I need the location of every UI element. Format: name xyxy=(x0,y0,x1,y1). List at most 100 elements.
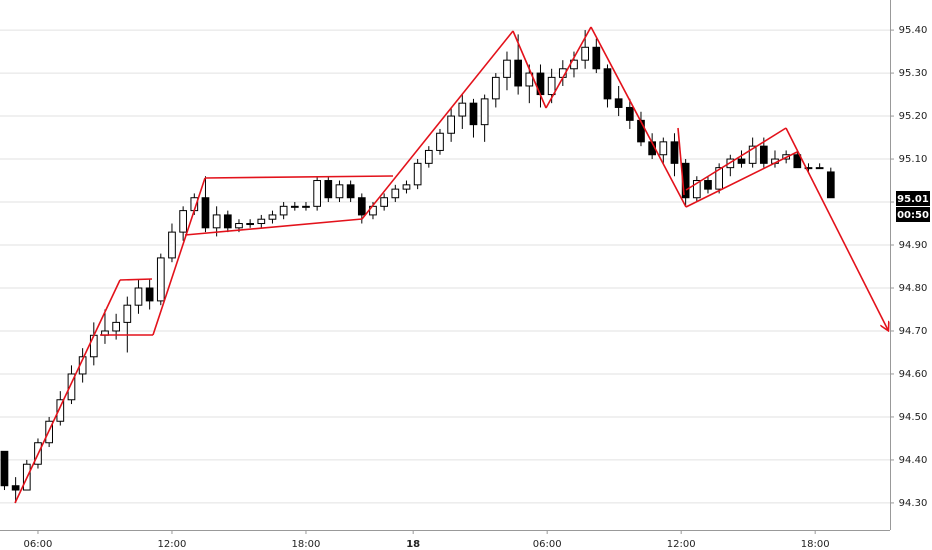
candle-body xyxy=(704,180,712,190)
candle-body xyxy=(759,145,768,164)
grid xyxy=(0,29,890,504)
x-tick-label: 06:00 xyxy=(24,539,53,550)
candle-body xyxy=(179,210,187,233)
candle-body xyxy=(625,106,634,121)
y-tick-label: 95.20 xyxy=(899,111,928,122)
trend-line xyxy=(14,279,121,504)
candle-body xyxy=(279,205,288,216)
x-tick-label: 12:00 xyxy=(667,539,696,550)
candle-body xyxy=(614,98,623,108)
y-tick-label: 95.10 xyxy=(899,154,928,165)
candle-body xyxy=(458,102,467,117)
y-tick-label: 94.60 xyxy=(899,369,928,380)
y-tick-label: 94.30 xyxy=(899,498,928,509)
candle-body xyxy=(89,334,98,358)
candle-body xyxy=(592,46,601,70)
flag-top xyxy=(119,278,153,281)
candle-body xyxy=(302,205,310,208)
price-tag: 95.01 00:50 xyxy=(896,191,930,222)
candle-body xyxy=(413,162,422,186)
candle-body xyxy=(324,180,333,199)
candle-body xyxy=(145,287,154,302)
candle-body xyxy=(469,102,478,126)
candle-body xyxy=(212,214,221,229)
price-box xyxy=(896,191,930,206)
candle-body xyxy=(436,132,444,151)
trend-line xyxy=(545,26,592,109)
y-tick-label: 94.70 xyxy=(899,326,928,337)
candle-body xyxy=(670,141,679,164)
y-tick-label: 94.90 xyxy=(899,240,928,251)
candle-body xyxy=(335,184,344,199)
candle-body xyxy=(257,218,266,225)
candle-body xyxy=(134,287,143,306)
candle-body xyxy=(168,231,176,259)
candle-body xyxy=(112,321,120,332)
candle-body xyxy=(380,197,388,207)
candle-body xyxy=(503,59,511,78)
candle-body xyxy=(491,76,500,100)
candle-body xyxy=(547,76,556,96)
candle-body xyxy=(424,149,433,164)
candle-body xyxy=(201,197,210,229)
projection-arrow xyxy=(785,127,888,330)
candle-body xyxy=(11,485,20,491)
channel-bottom xyxy=(685,151,798,208)
candle-body xyxy=(123,304,132,323)
candle-body xyxy=(67,373,76,401)
x-tick-label: 06:00 xyxy=(533,539,562,550)
drawings xyxy=(14,26,888,504)
candle-body xyxy=(815,167,824,170)
candle-body xyxy=(581,46,589,61)
candle-body xyxy=(748,145,757,164)
y-tick-label: 95.40 xyxy=(899,25,928,36)
candle-body xyxy=(737,158,746,164)
short-line xyxy=(677,127,685,196)
candle-body xyxy=(156,257,165,302)
countdown-box xyxy=(896,207,930,222)
candle-body xyxy=(268,214,277,220)
x-tick-label: 18:00 xyxy=(801,539,830,550)
wedge-top xyxy=(204,175,394,179)
y-tick-label: 94.50 xyxy=(899,412,928,423)
candle-body xyxy=(447,115,455,134)
candle-body xyxy=(692,180,701,199)
candle-body xyxy=(525,72,534,87)
candle-body xyxy=(480,98,489,126)
candles xyxy=(0,30,835,503)
candle-body xyxy=(346,184,355,199)
candle-body xyxy=(402,184,411,190)
wedge-bottom xyxy=(184,218,363,236)
candle-body xyxy=(391,188,400,199)
candle-body xyxy=(603,68,612,100)
candle-body xyxy=(659,141,668,156)
price-label: 95.01 xyxy=(897,194,929,205)
candle-body xyxy=(514,59,522,87)
trend-line xyxy=(152,177,206,336)
channel-top xyxy=(685,127,787,191)
y-tick-label: 94.80 xyxy=(899,283,928,294)
trend-line xyxy=(512,30,547,109)
candle-body xyxy=(246,223,254,226)
x-tick-label: 18:00 xyxy=(292,539,321,550)
y-tick-label: 95.30 xyxy=(899,68,928,79)
x-tick-label: 18 xyxy=(406,539,420,550)
candle-body xyxy=(290,205,299,208)
candle-body xyxy=(637,119,645,143)
candle-body xyxy=(0,450,9,487)
y-tick-label: 94.40 xyxy=(899,455,928,466)
candle-body xyxy=(804,167,813,170)
x-tick-label: 12:00 xyxy=(158,539,187,550)
candle-body xyxy=(235,223,243,229)
candle-body xyxy=(715,167,723,190)
candle-body xyxy=(357,197,366,216)
candle-body xyxy=(826,171,835,199)
candle-body xyxy=(56,399,65,422)
trend-line xyxy=(361,30,514,220)
candle-body xyxy=(793,154,802,169)
candle-body xyxy=(223,214,232,229)
candle-body xyxy=(313,180,321,207)
countdown-label: 00:50 xyxy=(897,210,929,221)
trend-line xyxy=(590,26,687,208)
